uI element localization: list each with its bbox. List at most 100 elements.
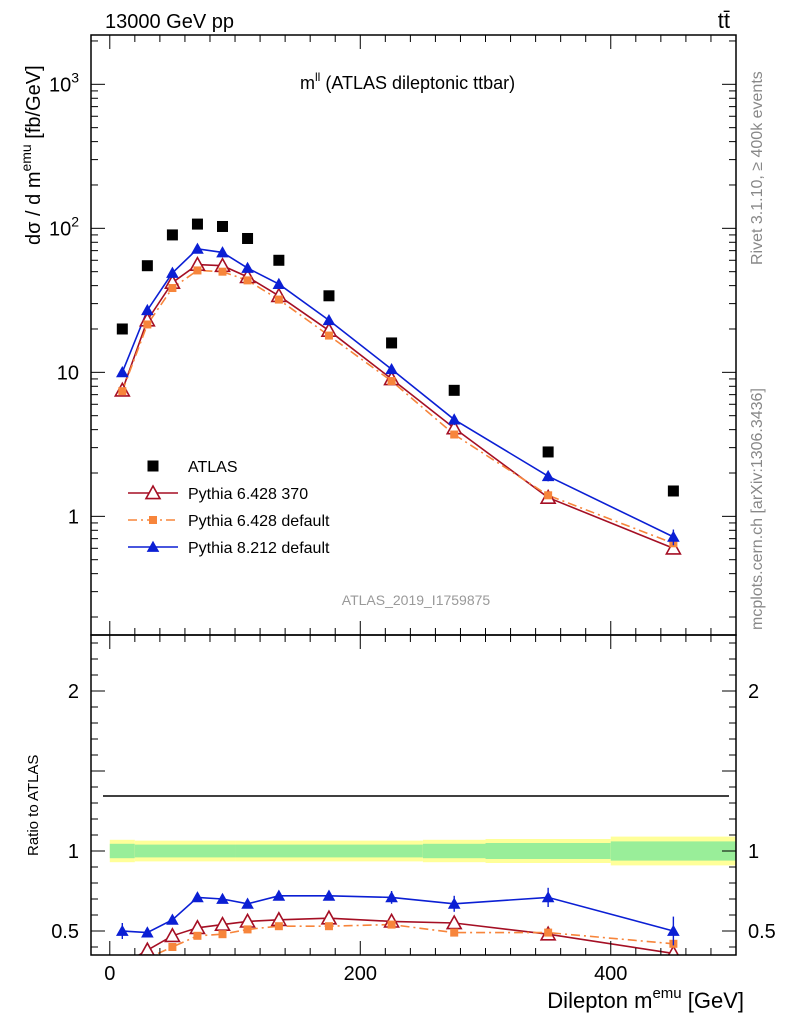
x-label-base: Dilepton m <box>547 988 652 1013</box>
legend-marker <box>149 516 157 524</box>
ratio-data-point <box>243 925 252 934</box>
ratio-data-point <box>320 909 338 925</box>
legend-label: Pythia 6.428 default <box>188 513 330 530</box>
main-data-point <box>217 220 229 232</box>
ratio-data-point <box>450 928 459 937</box>
main-data-point <box>385 362 398 375</box>
ratio-axis-ticks <box>91 635 737 955</box>
ratio-data-point <box>544 928 553 937</box>
main-data-point <box>141 303 154 316</box>
ratio-data-point <box>166 913 179 925</box>
main-data-point <box>116 323 128 335</box>
x-tick-label: 200 <box>344 963 377 985</box>
main-data-point <box>665 539 682 555</box>
tick-base: 10 <box>57 362 79 384</box>
main-data-point <box>323 290 335 302</box>
ratio-band-inner <box>485 843 611 859</box>
ratio-y-tick-labels: 0.5 0.5 1 1 2 2 <box>51 681 776 943</box>
main-y-tick-label: 10 <box>57 362 79 384</box>
ratio-y-tick-label-left: 1 <box>68 841 79 863</box>
ratio-data-point <box>667 924 680 936</box>
ratio-data-point <box>116 924 129 936</box>
legend-marker <box>144 484 162 500</box>
ratio-data-point <box>115 958 129 971</box>
main-series-line <box>121 248 674 538</box>
ratio-data-point <box>272 889 286 901</box>
main-data-point <box>272 277 286 289</box>
main-data-point <box>450 430 459 439</box>
ratio-data-point <box>141 926 154 938</box>
main-title-m: m <box>300 73 315 93</box>
legend-marker <box>146 540 160 552</box>
legend-label: ATLAS <box>188 459 238 476</box>
main-data-point <box>143 320 152 329</box>
ratio-data-point <box>118 962 126 970</box>
main-data-point <box>242 232 254 244</box>
main-data-point <box>191 242 204 254</box>
ratio-data-point <box>193 931 202 940</box>
main-data-point <box>386 337 398 349</box>
main-data-point <box>667 530 680 542</box>
main-y-label-rest: [fb/GeV] <box>23 65 45 144</box>
x-label-sup: emu <box>652 985 681 1002</box>
tick-exponent: 2 <box>71 213 79 229</box>
ratio-y-tick-label-left: 0.5 <box>51 921 79 943</box>
main-data-point <box>387 377 396 386</box>
main-data-point <box>274 295 283 304</box>
ratio-band-inner <box>235 844 423 858</box>
main-series-line <box>121 263 674 550</box>
main-data-point <box>191 218 203 230</box>
main-title: mll (ATLAS dileptonic ttbar) <box>300 70 515 93</box>
ratio-data-point <box>541 891 555 903</box>
x-axis-label: Dilepton memu [GeV] <box>547 985 744 1013</box>
source-label: mcplots.cern.ch [arXiv:1306.3436] <box>749 388 766 630</box>
ratio-y-tick-label-right: 1 <box>748 841 759 863</box>
main-y-label-sup: emu <box>18 144 34 171</box>
ratio-band-inner <box>109 843 135 859</box>
main-data-point <box>544 491 553 500</box>
main-data-point <box>447 413 461 425</box>
ratio-band-inner <box>422 843 486 859</box>
main-data-point <box>273 254 285 266</box>
ratio-panel: 0.5 0.5 1 1 2 2 0 200 400 Ratio to ATLAS Dilept… <box>25 634 776 1013</box>
ratio-y-tick-label-right: 0.5 <box>748 921 776 943</box>
main-data-point <box>141 260 153 272</box>
x-tick-label: 400 <box>594 963 627 985</box>
main-y-axis-label: dσ / d memu [fb/GeV] <box>18 65 45 245</box>
main-data-point <box>324 331 333 340</box>
main-data-point <box>116 366 129 378</box>
legend-label: Pythia 6.428 370 <box>188 486 308 503</box>
main-data-point <box>542 446 554 458</box>
ratio-data-point <box>241 897 254 909</box>
tick-base: 10 <box>49 218 71 240</box>
main-data-point <box>218 267 227 276</box>
main-data-point <box>241 261 254 273</box>
ratio-y-tick-label-left: 2 <box>68 681 79 703</box>
ratio-y-axis-label: Ratio to ATLAS <box>25 755 42 856</box>
ratio-y-tick-label-right: 2 <box>748 681 759 703</box>
tick-exponent: 3 <box>71 69 79 85</box>
rivet-label: Rivet 3.1.10, ≥ 400k events <box>749 71 766 265</box>
main-data-point <box>541 469 555 482</box>
ratio-series <box>115 887 680 971</box>
main-data-point <box>168 284 177 293</box>
legend: ATLAS Pythia 6.428 370 Pythia 6.428 defaul… <box>128 459 330 557</box>
main-data-point <box>448 384 460 396</box>
x-tick-labels: 0 200 400 <box>104 963 627 985</box>
main-data-point <box>322 313 336 326</box>
ratio-data-point <box>447 897 461 909</box>
main-y-label-base: dσ / d m <box>23 172 45 245</box>
ratio-band <box>109 836 736 866</box>
main-data-point <box>243 276 252 285</box>
main-data-point <box>216 246 229 258</box>
tick-base: 10 <box>49 74 71 96</box>
ratio-panel-frame <box>90 634 737 956</box>
legend-label: Pythia 8.212 default <box>188 540 330 557</box>
main-series-line <box>121 269 674 545</box>
x-tick-label: 0 <box>104 963 115 985</box>
main-title-sup: ll <box>315 70 320 84</box>
main-y-tick-label: 102 <box>49 213 79 240</box>
ratio-data-point <box>322 889 336 901</box>
